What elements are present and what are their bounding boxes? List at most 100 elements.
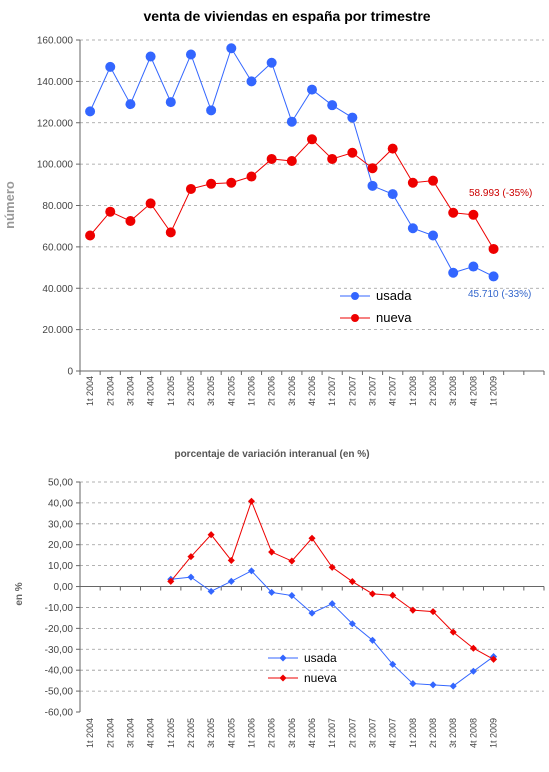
x-tick-label: 2t 2004 bbox=[105, 376, 115, 406]
x-tick-label: 4t 2006 bbox=[307, 376, 317, 406]
data-point-usada bbox=[387, 189, 398, 200]
x-tick-label: 3t 2004 bbox=[125, 376, 135, 406]
x-tick-label: 4t 2004 bbox=[146, 718, 156, 748]
data-point-nueva bbox=[165, 227, 176, 238]
x-tick-label: 3t 2008 bbox=[448, 718, 458, 748]
y-tick-label: 20.000 bbox=[42, 325, 73, 336]
data-point-nueva bbox=[145, 198, 156, 209]
data-point-usada bbox=[288, 592, 296, 600]
data-point-usada bbox=[428, 230, 439, 241]
chart1-axes bbox=[76, 39, 545, 375]
x-tick-label: 1t 2006 bbox=[246, 376, 256, 406]
data-point-usada bbox=[348, 620, 356, 628]
chart1-y-axis-label: número bbox=[2, 181, 17, 229]
data-point-usada bbox=[187, 573, 195, 581]
y-tick-label: 50,00 bbox=[48, 478, 73, 489]
data-point-usada bbox=[468, 261, 479, 272]
chart2-axes bbox=[76, 481, 545, 713]
chart1-x-ticks: 1t 2004 2t 2004 3t 2004 4t 2004 1t 2005 2t 20… bbox=[85, 376, 498, 406]
data-point-usada bbox=[145, 51, 156, 62]
data-point-nueva bbox=[327, 153, 338, 164]
legend-usada-marker bbox=[351, 292, 359, 300]
x-tick-label: 2t 2007 bbox=[347, 376, 357, 406]
x-tick-label: 4t 2007 bbox=[388, 376, 398, 406]
y-tick-label: 60.000 bbox=[42, 242, 73, 253]
data-point-nueva bbox=[207, 531, 215, 539]
data-point-usada bbox=[185, 49, 196, 60]
data-point-nueva bbox=[448, 207, 459, 218]
y-tick-label: 120.000 bbox=[37, 118, 74, 129]
chart2-legend: usada nueva bbox=[268, 651, 337, 685]
x-tick-label: 4t 2007 bbox=[388, 718, 398, 748]
x-tick-label: 2t 2005 bbox=[186, 376, 196, 406]
x-tick-label: 2t 2008 bbox=[428, 376, 438, 406]
data-point-nueva bbox=[286, 156, 297, 167]
series-line-nueva bbox=[170, 499, 494, 660]
chart1-legend: usada nueva bbox=[340, 288, 412, 325]
x-tick-label: 1t 2004 bbox=[85, 718, 95, 748]
y-tick-label: 20,00 bbox=[48, 540, 73, 551]
chart2-y-ticks: -60,00 -50,00 -40,00 -30,00 -20,00 -10,00 0,00… bbox=[45, 478, 74, 719]
x-tick-label: 1t 2009 bbox=[489, 376, 499, 406]
chart2-x-ticks: 1t 2004 2t 2004 3t 2004 4t 2004 1t 2005 2t 20… bbox=[85, 718, 498, 748]
y-tick-label: -50,00 bbox=[45, 687, 74, 698]
legend2-usada-label: usada bbox=[304, 651, 337, 665]
data-point-nueva bbox=[428, 175, 439, 186]
data-point-nueva bbox=[488, 243, 499, 254]
x-tick-label: 2t 2004 bbox=[105, 718, 115, 748]
data-point-usada bbox=[268, 588, 276, 596]
data-point-nueva bbox=[85, 230, 96, 241]
chart1-grid bbox=[80, 39, 544, 331]
data-point-usada bbox=[308, 609, 316, 617]
annotation-nueva-last: 58.993 (-35%) bbox=[469, 188, 532, 199]
data-point-nueva bbox=[449, 628, 457, 636]
data-point-nueva bbox=[328, 563, 336, 571]
data-point-nueva bbox=[429, 608, 437, 616]
data-point-usada bbox=[429, 681, 437, 689]
x-tick-label: 2t 2007 bbox=[347, 718, 357, 748]
data-point-nueva bbox=[387, 143, 398, 154]
y-tick-label: -60,00 bbox=[45, 708, 74, 719]
x-tick-label: 3t 2007 bbox=[368, 718, 378, 748]
x-tick-label: 2t 2006 bbox=[267, 376, 277, 406]
data-point-usada bbox=[347, 112, 358, 123]
chart2-series bbox=[167, 497, 498, 690]
x-tick-label: 2t 2008 bbox=[428, 718, 438, 748]
y-tick-label: -20,00 bbox=[45, 624, 74, 635]
legend2-usada-marker bbox=[279, 654, 287, 662]
data-point-usada bbox=[227, 577, 235, 585]
x-tick-label: 2t 2006 bbox=[267, 718, 277, 748]
data-point-nueva bbox=[185, 183, 196, 194]
x-tick-label: 3t 2006 bbox=[287, 718, 297, 748]
data-point-usada bbox=[448, 267, 459, 278]
x-tick-label: 3t 2007 bbox=[368, 376, 378, 406]
data-point-nueva bbox=[490, 655, 498, 663]
x-tick-label: 1t 2007 bbox=[327, 718, 337, 748]
x-tick-label: 3t 2005 bbox=[206, 376, 216, 406]
data-point-nueva bbox=[468, 209, 479, 220]
data-point-usada bbox=[206, 105, 217, 116]
x-tick-label: 1t 2008 bbox=[408, 376, 418, 406]
data-point-usada bbox=[105, 61, 116, 72]
data-point-usada bbox=[327, 100, 338, 111]
x-tick-label: 4t 2004 bbox=[146, 376, 156, 406]
y-tick-label: 0 bbox=[67, 367, 73, 378]
data-point-nueva bbox=[246, 171, 257, 182]
x-tick-label: 2t 2005 bbox=[186, 718, 196, 748]
x-tick-label: 1t 2005 bbox=[166, 376, 176, 406]
data-point-usada bbox=[409, 680, 417, 688]
data-point-nueva bbox=[167, 577, 175, 585]
data-point-nueva bbox=[308, 534, 316, 542]
y-tick-label: 80.000 bbox=[42, 201, 73, 212]
x-tick-label: 1t 2006 bbox=[246, 718, 256, 748]
y-tick-label: 30,00 bbox=[48, 519, 73, 530]
data-point-usada bbox=[469, 667, 477, 675]
chart2-title: porcentaje de variación interanual (en %… bbox=[174, 449, 369, 460]
data-point-usada bbox=[407, 223, 418, 234]
data-point-usada bbox=[226, 43, 237, 54]
data-point-nueva bbox=[348, 577, 356, 586]
data-point-usada bbox=[367, 180, 378, 191]
data-point-nueva bbox=[206, 178, 217, 189]
x-tick-label: 4t 2005 bbox=[226, 718, 236, 748]
